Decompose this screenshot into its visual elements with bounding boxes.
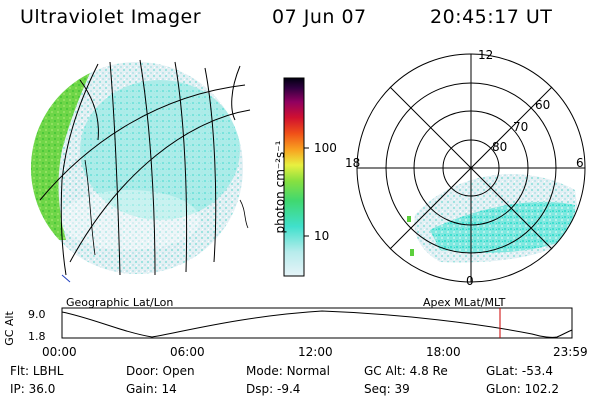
time-display: 20:45:17 UT	[430, 6, 553, 28]
info-mode: Mode: Normal	[246, 364, 330, 378]
lat-label-80: 80	[492, 140, 508, 154]
colorbar	[283, 77, 309, 277]
colorbar-tick-100: 100	[314, 141, 337, 155]
mlt-label-top: 12	[478, 48, 494, 62]
info-glon: GLon: 102.2	[486, 382, 559, 396]
timeline-xtick-3: 18:00	[426, 345, 461, 359]
timeline-xtick-1: 06:00	[170, 345, 205, 359]
timeline-xtick-4: 23:59	[553, 345, 588, 359]
info-dsp: Dsp: -9.4	[246, 382, 301, 396]
date-display: 07 Jun 07	[272, 6, 367, 28]
app-title: Ultraviolet Imager	[20, 6, 202, 28]
colorbar-tick-10: 10	[314, 229, 330, 243]
info-seq: Seq: 39	[364, 382, 410, 396]
info-gc-alt: GC Alt: 4.8 Re	[364, 364, 448, 378]
mlt-label-right: 6	[576, 156, 584, 170]
info-flt: Flt: LBHL	[10, 364, 64, 378]
info-gain: Gain: 14	[126, 382, 177, 396]
timeline-ylabel: GC Alt	[2, 311, 16, 346]
info-glat: GLat: -53.4	[486, 364, 553, 378]
info-door: Door: Open	[126, 364, 195, 378]
lat-label-60: 60	[535, 98, 551, 112]
info-ip: IP: 36.0	[10, 382, 56, 396]
timeline-chart	[61, 307, 573, 339]
timeline-xtick-2: 12:00	[298, 345, 333, 359]
timeline-ytick-top: 9.0	[28, 308, 46, 321]
timeline-ytick-bottom: 1.8	[28, 330, 46, 343]
mlt-label-bottom: 0	[466, 274, 474, 288]
left-panel-caption: Geographic Lat/Lon	[66, 296, 174, 309]
timeline-xtick-0: 00:00	[42, 345, 77, 359]
right-panel-caption: Apex MLat/MLT	[423, 296, 506, 309]
colorbar-unit-label: photon cm⁻²s⁻¹	[273, 140, 287, 234]
lat-label-70: 70	[513, 120, 529, 134]
mlt-label-left: 18	[345, 156, 361, 170]
